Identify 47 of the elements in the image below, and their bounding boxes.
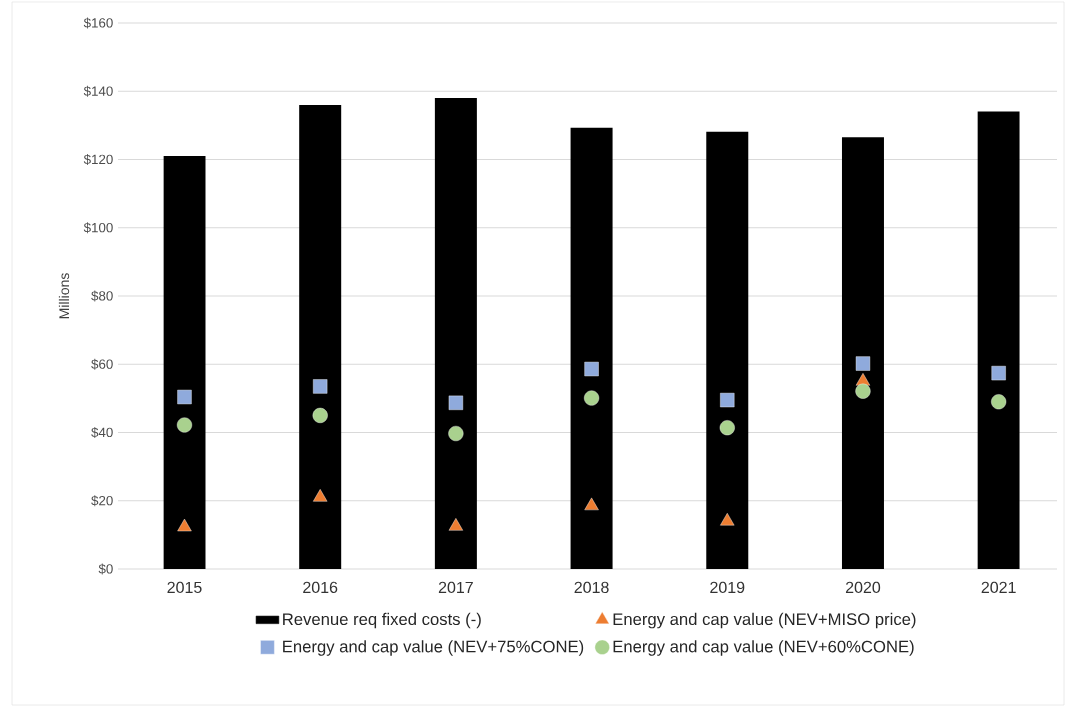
point bbox=[176, 417, 193, 433]
bar bbox=[706, 131, 749, 569]
y-tick-label: $100 bbox=[83, 222, 113, 234]
point bbox=[313, 489, 328, 502]
bar bbox=[841, 137, 884, 569]
y-axis-title: Millions bbox=[58, 273, 70, 319]
point bbox=[448, 425, 464, 442]
legend-label: Energy and cap value (NEV+75%CONE) bbox=[283, 640, 584, 656]
point bbox=[584, 497, 599, 511]
y-tick-label: $40 bbox=[91, 427, 113, 438]
point bbox=[177, 389, 192, 405]
point bbox=[991, 365, 1006, 381]
point bbox=[855, 356, 871, 371]
point bbox=[720, 513, 735, 526]
bar bbox=[163, 156, 206, 569]
y-tick-label: $120 bbox=[83, 154, 113, 165]
point bbox=[448, 395, 464, 410]
bar bbox=[977, 111, 1020, 569]
x-tick-label: 2018 bbox=[574, 581, 609, 594]
point bbox=[313, 379, 328, 394]
point bbox=[312, 407, 328, 423]
point bbox=[584, 390, 600, 406]
y-tick-label: $20 bbox=[91, 495, 113, 507]
point bbox=[855, 383, 871, 399]
point bbox=[720, 392, 735, 408]
point bbox=[584, 361, 599, 377]
x-tick-label: 2016 bbox=[303, 581, 338, 594]
point bbox=[448, 518, 464, 531]
x-tick-label: 2015 bbox=[167, 581, 202, 594]
legend-label: Revenue req fixed costs (-) bbox=[283, 612, 481, 629]
bar bbox=[434, 98, 477, 569]
y-tick-label: $80 bbox=[91, 290, 113, 302]
point bbox=[991, 394, 1007, 410]
y-tick-label: $160 bbox=[83, 17, 113, 29]
bar bbox=[299, 104, 342, 569]
x-tick-label: 2017 bbox=[438, 581, 473, 594]
point bbox=[177, 518, 192, 532]
x-tick-label: 2020 bbox=[845, 581, 881, 594]
x-tick-label: 2019 bbox=[710, 581, 745, 594]
legend-label: Energy and cap value (NEV+MISO price) bbox=[613, 612, 916, 629]
legend-label: Energy and cap value (NEV+60%CONE) bbox=[613, 640, 914, 656]
y-tick-label: $0 bbox=[98, 563, 113, 575]
x-tick-label: 2021 bbox=[981, 581, 1016, 594]
y-tick-label: $60 bbox=[91, 358, 113, 370]
bar bbox=[570, 127, 613, 569]
y-tick-label: $140 bbox=[83, 85, 113, 97]
point bbox=[719, 420, 735, 436]
